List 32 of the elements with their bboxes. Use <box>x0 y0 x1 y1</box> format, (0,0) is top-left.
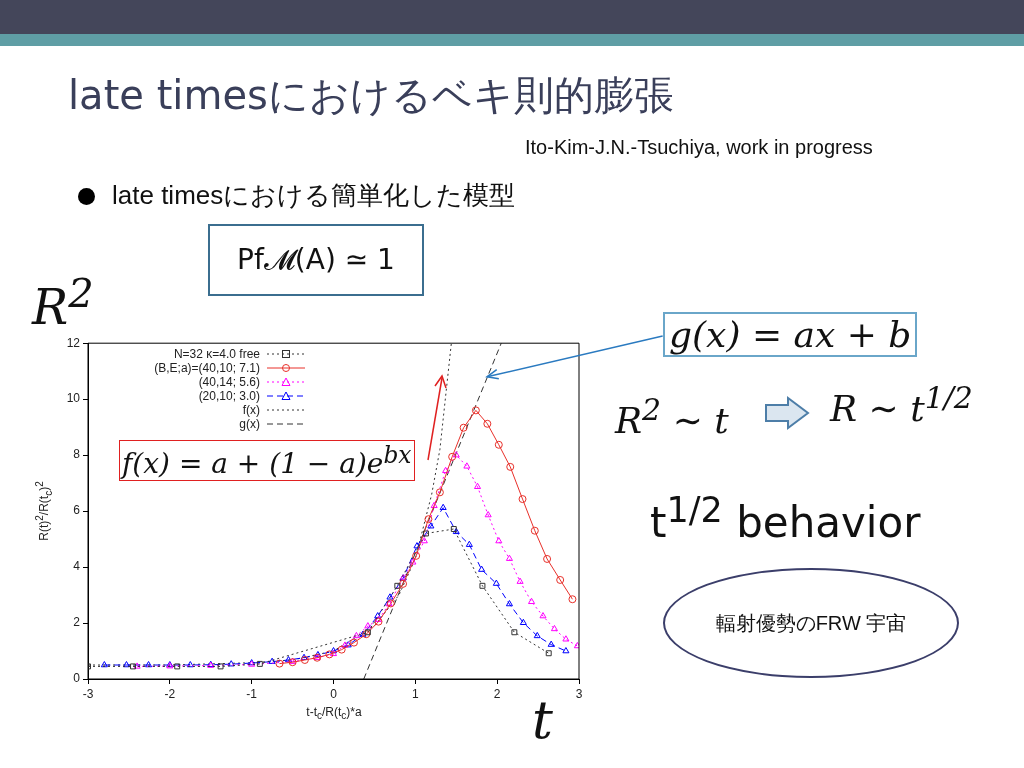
y-tick-label: 8 <box>73 447 81 462</box>
chart-title: late timesにおけるベキ則的膨張 <box>68 71 674 120</box>
y-tick-label: 2 <box>73 615 81 630</box>
text: t <box>532 690 553 750</box>
text: Pf𝓜(A) ≃ 1 <box>208 224 424 296</box>
y-tick-label: 12 <box>66 335 81 350</box>
text: R ∼ t$^{1/2}$ <box>830 380 973 429</box>
text: t$^{1/2}$ behavior <box>650 490 921 547</box>
legend-label: f(x) <box>242 403 260 417</box>
y-tick-label: 10 <box>66 391 81 406</box>
legend-label: (20,10; 3.0) <box>198 389 260 403</box>
text: R$^{2}$ ∼ t <box>615 392 729 441</box>
annotation: f(x) = a + (1 − a)e$^{bx}$ <box>119 440 415 482</box>
legend-label: N=32 κ=4.0 free <box>173 347 260 361</box>
x-tick-label: -3 <box>82 686 94 701</box>
y-tick-label: 0 <box>73 671 81 686</box>
text: Ito-Kim-J.N.-Tsuchiya, work in progress <box>525 136 873 159</box>
text: R$^{2}$ <box>32 270 94 335</box>
x-tick-label: 1 <box>411 686 419 701</box>
annotation: g(x) = ax + b <box>663 312 918 357</box>
x-axis-title: t-t$_{c}$/R(t$_{c}$)*a <box>306 705 362 722</box>
x-tick-label: -1 <box>246 686 258 701</box>
y-tick-label: 6 <box>73 503 81 518</box>
y-tick-label: 4 <box>73 559 81 574</box>
x-tick-label: 2 <box>493 686 501 701</box>
legend-label: (B,E;a)=(40,10; 7.1) <box>154 361 260 375</box>
x-tick-label: -2 <box>164 686 176 701</box>
legend-label: (40,14; 5.6) <box>198 375 260 389</box>
legend-label: g(x) <box>239 417 260 431</box>
x-tick-label: 3 <box>575 686 583 701</box>
text: late timesにおける簡単化した模型 <box>112 179 516 212</box>
x-tick-label: 0 <box>330 686 338 701</box>
